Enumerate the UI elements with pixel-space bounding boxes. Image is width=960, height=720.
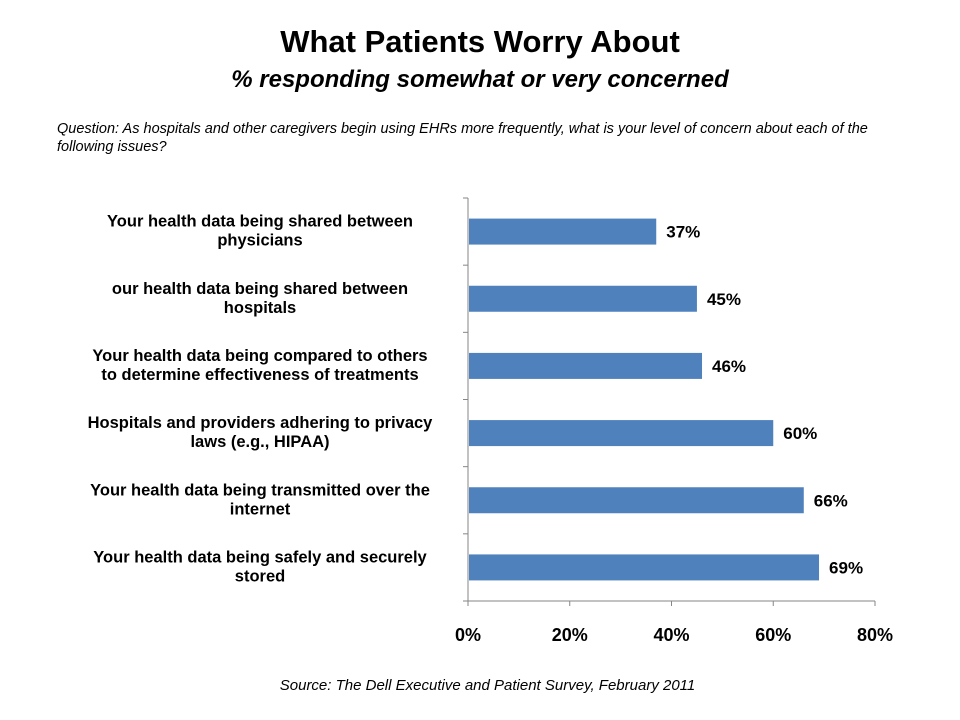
category-label-line: our health data being shared between xyxy=(112,280,408,298)
survey-question: Question: As hospitals and other caregiv… xyxy=(57,121,868,155)
category-label-line: physicians xyxy=(217,232,302,250)
value-label: 60% xyxy=(783,424,817,443)
bar xyxy=(469,352,703,379)
chart-title: What Patients Worry About xyxy=(280,24,680,59)
value-label: 46% xyxy=(712,357,746,376)
category-label-line: Your health data being shared between xyxy=(107,213,413,231)
category-label-line: Your health data being transmitted over … xyxy=(90,481,430,499)
bar xyxy=(469,285,697,312)
value-label: 37% xyxy=(666,223,700,242)
category-label: Your health data being safely and secure… xyxy=(93,548,427,585)
bar xyxy=(469,487,804,514)
x-tick-label: 80% xyxy=(857,625,893,645)
x-tick-label: 60% xyxy=(755,625,791,645)
category-label: Your health data being compared to other… xyxy=(92,347,427,384)
category-label-line: Hospitals and providers adhering to priv… xyxy=(88,414,434,432)
chart-subtitle: % responding somewhat or very concerned xyxy=(231,66,729,93)
category-label-line: stored xyxy=(235,567,285,585)
category-label-line: internet xyxy=(230,500,291,518)
category-label-line: to determine effectiveness of treatments xyxy=(101,366,418,384)
bar xyxy=(469,420,774,447)
value-label: 45% xyxy=(707,290,741,309)
category-label: Your health data being transmitted over … xyxy=(90,481,430,518)
value-label: 66% xyxy=(814,491,848,510)
bar xyxy=(469,554,820,581)
x-tick-label: 0% xyxy=(455,625,481,645)
source-note: Source: The Dell Executive and Patient S… xyxy=(279,677,696,694)
category-label: Your health data being shared between phy… xyxy=(107,213,413,250)
category-label-line: Your health data being safely and secure… xyxy=(93,548,427,566)
category-label-line: laws (e.g., HIPAA) xyxy=(190,433,329,451)
category-label: our health data being shared between hosp… xyxy=(112,280,408,317)
category-label-line: hospitals xyxy=(224,299,296,317)
x-tick-label: 20% xyxy=(552,625,588,645)
value-label: 69% xyxy=(829,558,863,577)
bar xyxy=(469,218,657,245)
category-label-line: Your health data being compared to other… xyxy=(92,347,427,365)
x-tick-label: 40% xyxy=(653,625,689,645)
category-label: Hospitals and providers adhering to priv… xyxy=(88,414,434,451)
